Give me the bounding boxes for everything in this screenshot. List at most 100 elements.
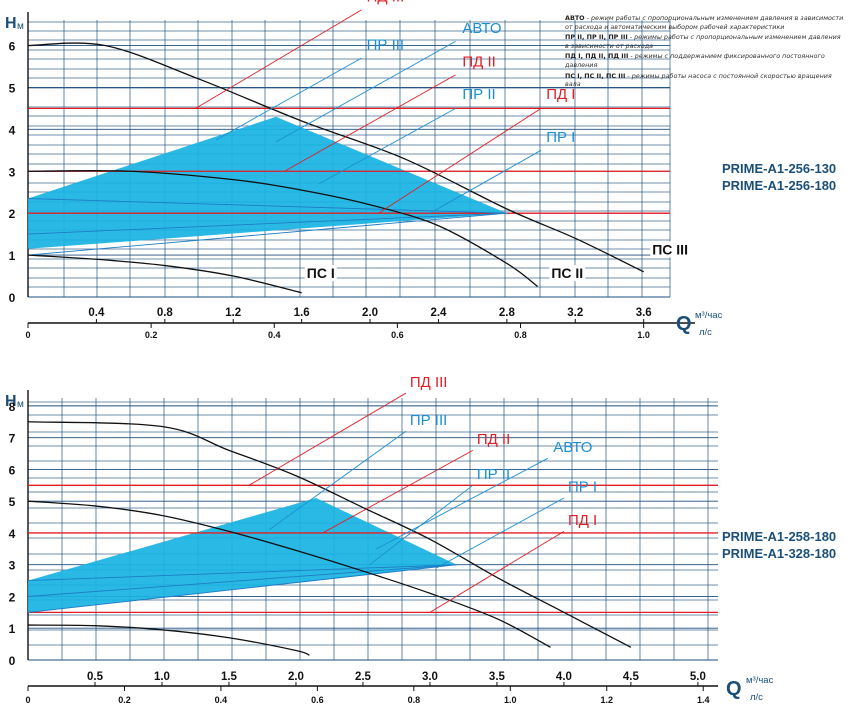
annotation-leader	[215, 57, 362, 141]
x-tick-label: 0.5	[87, 671, 104, 683]
y-tick-label: 4	[9, 123, 16, 137]
annotation-label: ПР I	[568, 479, 597, 496]
annotation-leader	[376, 457, 549, 550]
x-axis-label: Q	[676, 313, 692, 335]
series-area-avto	[28, 498, 457, 613]
x-axis-unit-ls: л/с	[750, 692, 763, 703]
annotation-label: ПР II	[462, 86, 495, 103]
ls-tick-label: 1.2	[600, 695, 613, 705]
annotation-label: ПД I	[568, 512, 597, 529]
annotation-leader	[369, 484, 474, 566]
ls-tick-label: 0.4	[215, 695, 228, 705]
annotation-label: АВТО	[553, 439, 592, 456]
series-curve-псiii	[27, 421, 632, 648]
x-tick-label: 0.8	[157, 307, 174, 319]
series-line-прi	[27, 564, 457, 613]
legend-note: АВТО - режим работы с пропорциональным и…	[565, 14, 844, 31]
series-line-прii	[27, 212, 507, 235]
annotation-label: ПД II	[462, 53, 495, 70]
annotation-leader	[436, 497, 565, 569]
y-tick-label: 1	[9, 622, 16, 636]
series-area-avto	[28, 116, 507, 249]
x-tick-label: 3.5	[489, 671, 506, 683]
series-curve-псiii	[27, 42, 644, 273]
series-line-прii	[27, 564, 457, 597]
series-line-прi	[27, 212, 507, 256]
y-tick-label: 1	[9, 249, 16, 263]
model-label-chart-2: PRIME-A1-258-180 PRIME-A1-328-180	[722, 528, 836, 562]
annotation-label: ПР I	[546, 129, 575, 146]
annotation-leader	[378, 108, 542, 214]
annotation-label: ПС I	[307, 265, 335, 281]
ls-tick-label: 0	[25, 330, 30, 340]
series-line-прiii	[27, 198, 507, 214]
x-axis-unit-ls: л/с	[699, 327, 712, 338]
ls-tick-label: 0.8	[514, 330, 527, 340]
annotation-leader	[429, 149, 542, 214]
x-tick-label: 3.0	[422, 671, 438, 683]
x-tick-label: 2.4	[430, 307, 447, 319]
series-curve-псi	[27, 624, 310, 656]
annotation-label: ПД III	[410, 374, 448, 391]
ls-tick-label: 0.6	[311, 695, 324, 705]
x-tick-label: 4.0	[556, 671, 572, 683]
legend-notes: АВТО - режим работы с пропорциональным и…	[565, 14, 845, 91]
model-name: PRIME-A1-328-180	[722, 546, 837, 561]
y-axis-label: H	[5, 15, 17, 32]
x-tick-label: 2.8	[499, 307, 516, 319]
annotation-label: ПД III	[367, 0, 405, 6]
y-axis-unit: м	[17, 21, 24, 32]
y-axis-unit: м	[17, 399, 24, 410]
ls-tick-label: 0.8	[408, 695, 421, 705]
x-tick-label: 1.5	[221, 671, 238, 683]
x-tick-label: 2.0	[288, 671, 304, 683]
x-tick-label: 5.0	[690, 671, 706, 683]
annotation-leader	[322, 449, 474, 534]
y-tick-label: 6	[9, 40, 16, 54]
annotation-leader	[275, 40, 456, 143]
y-axis-label: H	[5, 393, 17, 410]
annotation-label: ПД II	[477, 431, 510, 448]
x-tick-label: 3.2	[567, 307, 583, 319]
ls-tick-label: 0	[25, 695, 30, 705]
y-tick-label: 0	[9, 291, 16, 305]
y-tick-label: 5	[9, 495, 16, 509]
annotation-leader	[284, 74, 456, 172]
ls-tick-label: 1.4	[697, 695, 710, 705]
x-tick-label: 3.6	[636, 307, 652, 319]
annotation-halo	[549, 265, 586, 282]
series-curve-псi	[27, 254, 302, 294]
ls-tick-label: 0.4	[268, 330, 281, 340]
x-axis-unit-m3h: м³/час	[746, 675, 774, 686]
ls-tick-label: 0.2	[145, 330, 158, 340]
model-label-chart-1: PRIME-A1-256-130 PRIME-A1-256-180	[722, 160, 836, 194]
model-name: PRIME-A1-256-180	[722, 178, 837, 193]
annotation-halo	[650, 241, 690, 258]
y-tick-label: 2	[9, 207, 16, 221]
x-axis-label: Q	[726, 678, 742, 700]
y-tick-label: 8	[9, 400, 16, 414]
y-tick-label: 4	[9, 527, 16, 541]
x-tick-label: 2.5	[355, 671, 372, 683]
y-tick-label: 0	[9, 654, 16, 668]
y-tick-label: 3	[9, 559, 16, 573]
annotation-label: ПС II	[551, 265, 583, 281]
x-tick-label: 1.0	[154, 671, 170, 683]
annotation-label: ПР III	[410, 412, 447, 429]
x-tick-label: 1.2	[225, 307, 241, 319]
y-tick-label: 7	[9, 432, 16, 446]
ls-tick-label: 0.2	[118, 695, 131, 705]
y-tick-label: 3	[9, 165, 16, 179]
x-tick-label: 4.5	[623, 671, 640, 683]
x-tick-label: 1.6	[294, 307, 310, 319]
annotation-leader	[429, 530, 565, 613]
x-tick-label: 0.4	[88, 307, 105, 319]
ls-tick-label: 1.0	[504, 695, 517, 705]
annotation-leader	[268, 430, 407, 531]
legend-note: ПР II, ПР II, ПР III - режимы работы с п…	[565, 33, 841, 50]
annotation-label: ПР II	[477, 466, 510, 483]
ls-tick-label: 1.0	[637, 330, 650, 340]
